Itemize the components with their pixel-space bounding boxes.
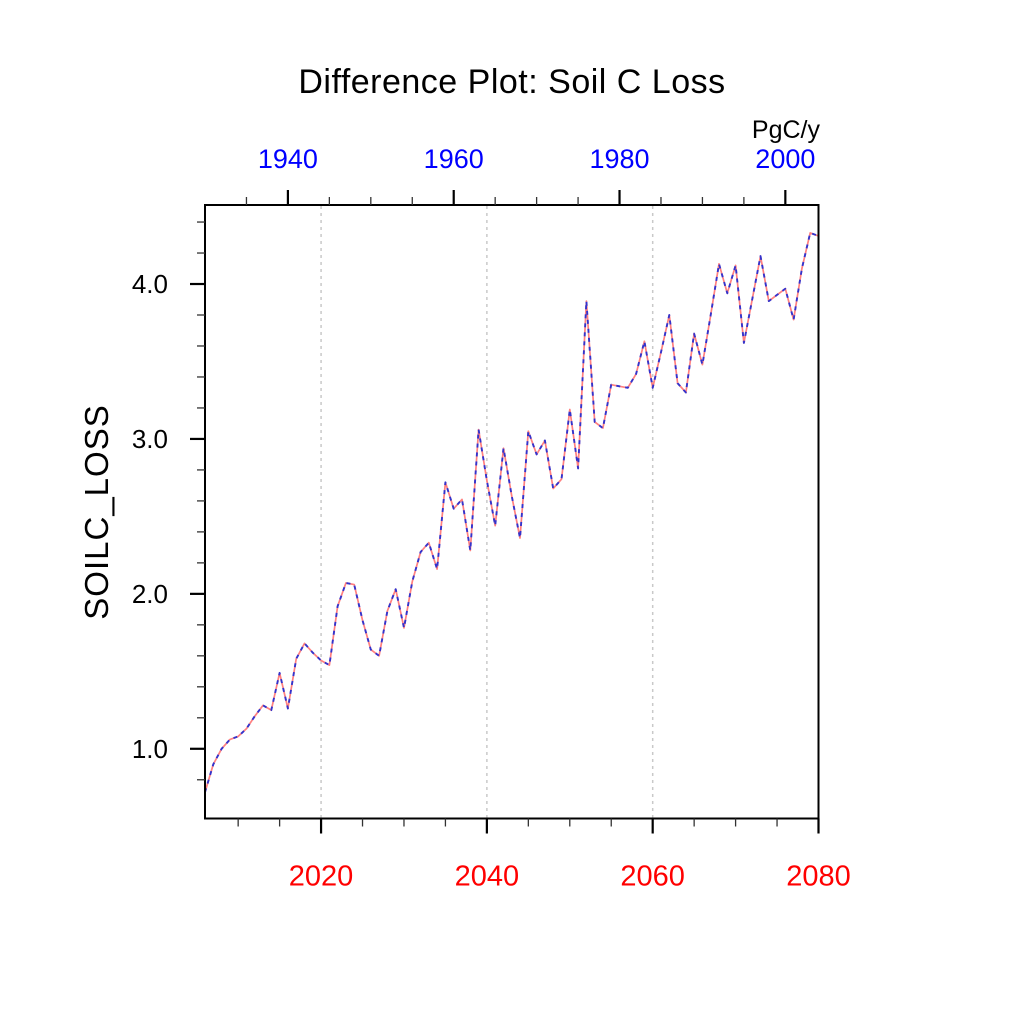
- x-tick-label-top: 1960: [424, 144, 484, 174]
- chart-title: Difference Plot: Soil C Loss: [298, 63, 726, 101]
- x-tick-label-bottom: 2020: [289, 861, 354, 893]
- x-tick-label-bottom: 2060: [620, 861, 685, 893]
- x-tick-label-top: 1940: [258, 144, 318, 174]
- series-line-red: [204, 232, 819, 793]
- y-tick-label: 1.0: [132, 734, 168, 764]
- unit-label: PgC/y: [751, 116, 820, 144]
- y-tick-label: 3.0: [132, 424, 168, 454]
- x-tick-label-top: 2000: [755, 144, 815, 174]
- y-tick-label: 2.0: [132, 579, 168, 609]
- y-tick-label: 4.0: [132, 269, 168, 299]
- series-line-blue: [204, 231, 819, 793]
- x-tick-label-top: 1980: [589, 144, 649, 174]
- plot-frame: [204, 204, 820, 820]
- x-tick-label-bottom: 2040: [455, 861, 520, 893]
- x-tick-label-bottom: 2080: [786, 861, 851, 893]
